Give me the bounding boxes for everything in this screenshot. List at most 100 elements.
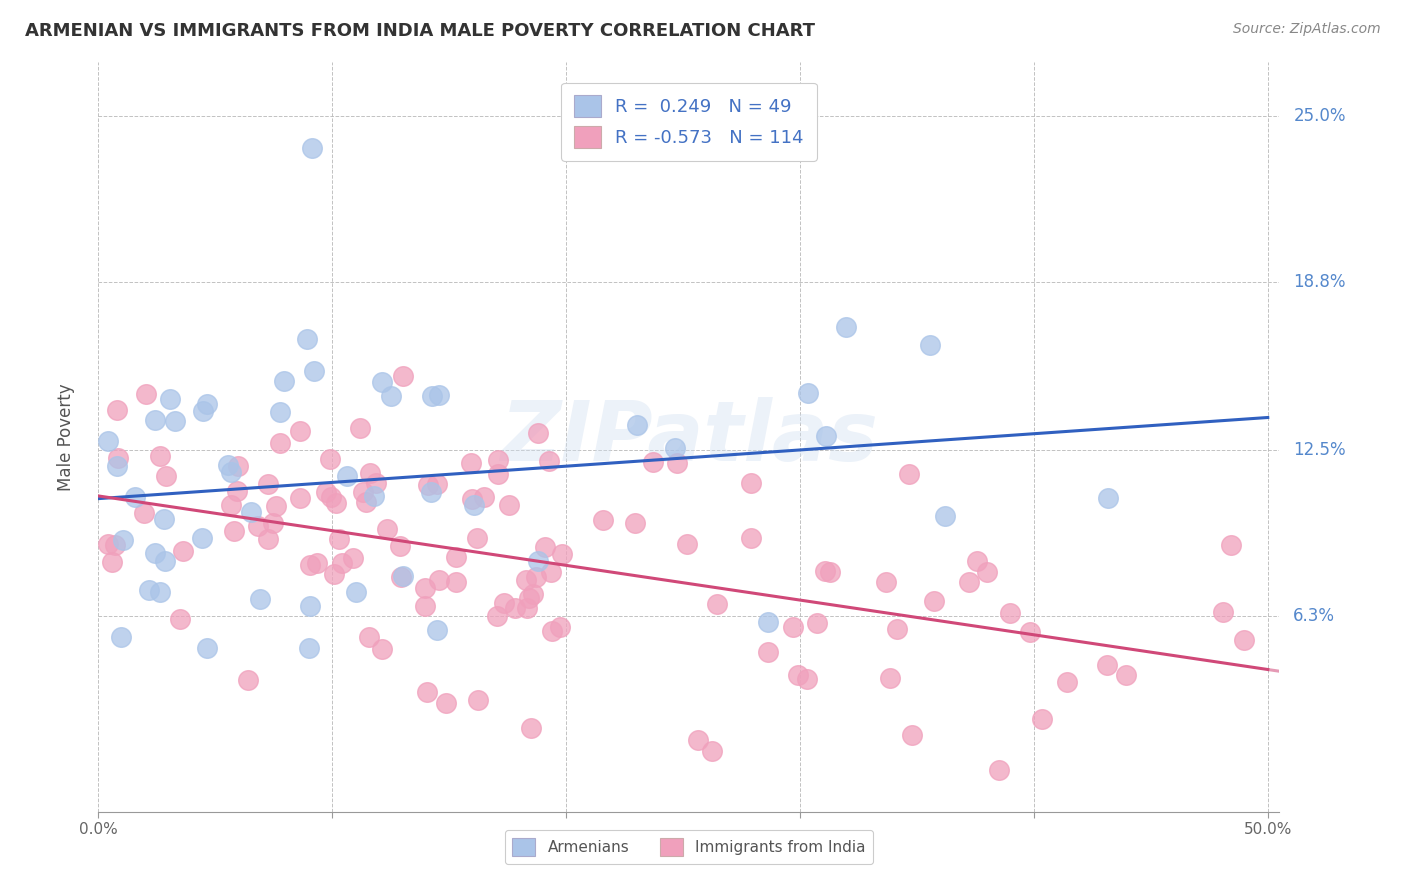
Point — [169, 612, 191, 626]
Point — [247, 518, 270, 533]
Point — [517, 591, 540, 605]
Point — [806, 616, 828, 631]
Point — [359, 466, 381, 480]
Point — [392, 368, 415, 383]
Point — [319, 490, 342, 504]
Point — [592, 513, 614, 527]
Point — [224, 524, 246, 538]
Point — [371, 375, 394, 389]
Point — [149, 584, 172, 599]
Point — [540, 565, 562, 579]
Point — [319, 451, 342, 466]
Point — [262, 516, 284, 531]
Point — [375, 522, 398, 536]
Point — [526, 570, 548, 584]
Point — [486, 453, 509, 467]
Point — [295, 332, 318, 346]
Point — [269, 404, 291, 418]
Point — [416, 478, 439, 492]
Point — [463, 498, 485, 512]
Point — [226, 484, 249, 499]
Legend: Armenians, Immigrants from India: Armenians, Immigrants from India — [505, 830, 873, 864]
Point — [515, 573, 537, 587]
Point — [249, 591, 271, 606]
Text: 25.0%: 25.0% — [1294, 107, 1346, 125]
Point — [240, 505, 263, 519]
Point — [273, 374, 295, 388]
Point — [238, 673, 260, 687]
Point — [472, 490, 495, 504]
Point — [444, 550, 467, 565]
Point — [101, 555, 124, 569]
Point — [104, 538, 127, 552]
Point — [797, 385, 820, 400]
Point — [364, 475, 387, 490]
Point — [264, 500, 287, 514]
Point — [330, 557, 353, 571]
Point — [922, 593, 945, 607]
Point — [1031, 712, 1053, 726]
Point — [665, 456, 688, 470]
Point — [416, 685, 439, 699]
Point — [1115, 667, 1137, 681]
Point — [498, 498, 520, 512]
Point — [426, 623, 449, 637]
Point — [818, 566, 841, 580]
Point — [987, 763, 1010, 777]
Point — [467, 532, 489, 546]
Point — [172, 543, 194, 558]
Point — [796, 672, 818, 686]
Point — [1220, 538, 1243, 552]
Point — [540, 624, 562, 639]
Point — [520, 721, 543, 735]
Point — [522, 586, 544, 600]
Point — [966, 554, 988, 568]
Point — [494, 596, 516, 610]
Point — [900, 728, 922, 742]
Point — [643, 455, 665, 469]
Text: 6.3%: 6.3% — [1294, 607, 1336, 625]
Point — [226, 458, 249, 473]
Point — [363, 489, 385, 503]
Point — [550, 547, 572, 561]
Point — [444, 574, 467, 589]
Point — [124, 490, 146, 504]
Point — [1019, 625, 1042, 640]
Point — [1095, 658, 1118, 673]
Point — [349, 420, 371, 434]
Point — [814, 565, 837, 579]
Point — [700, 743, 723, 757]
Point — [135, 387, 157, 401]
Point — [815, 428, 838, 442]
Point — [298, 640, 321, 655]
Point — [354, 495, 377, 509]
Point — [624, 516, 647, 531]
Point — [342, 550, 364, 565]
Point — [155, 468, 177, 483]
Point — [302, 364, 325, 378]
Point — [782, 620, 804, 634]
Point — [1056, 674, 1078, 689]
Point — [389, 570, 412, 584]
Point — [352, 485, 374, 500]
Point — [219, 466, 242, 480]
Text: ARMENIAN VS IMMIGRANTS FROM INDIA MALE POVERTY CORRELATION CHART: ARMENIAN VS IMMIGRANTS FROM INDIA MALE P… — [25, 22, 815, 40]
Point — [143, 412, 166, 426]
Point — [325, 496, 347, 510]
Point — [756, 615, 779, 630]
Point — [391, 569, 413, 583]
Point — [153, 512, 176, 526]
Point — [107, 402, 129, 417]
Point — [538, 454, 561, 468]
Point — [269, 435, 291, 450]
Point — [217, 458, 239, 472]
Point — [834, 320, 856, 334]
Point — [323, 567, 346, 582]
Point — [485, 609, 508, 624]
Point — [191, 531, 214, 545]
Point — [110, 630, 132, 644]
Point — [1233, 633, 1256, 648]
Point — [740, 531, 762, 545]
Point — [740, 475, 762, 490]
Point — [503, 601, 526, 615]
